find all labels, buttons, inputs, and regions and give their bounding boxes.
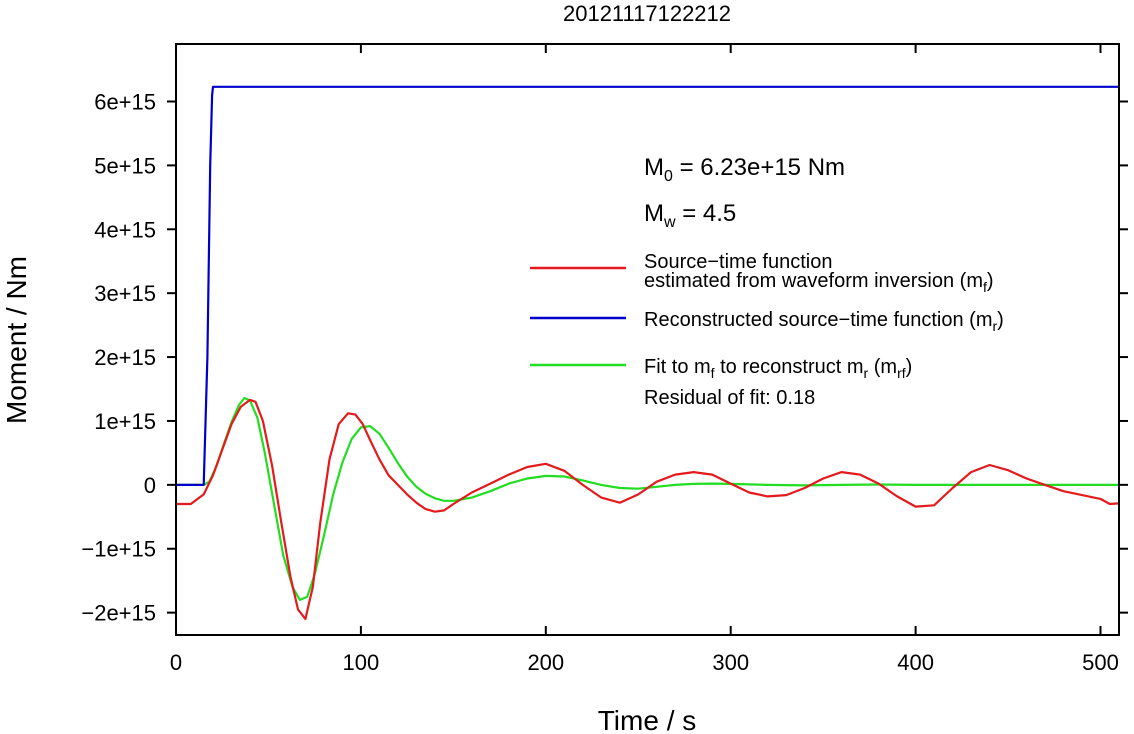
legend-text-segment: ) <box>987 270 994 292</box>
m0-symbol: M <box>644 154 664 181</box>
m0-annotation: M0 = 6.23e+15 Nm <box>644 154 845 185</box>
mw-annotation: Mw = 4.5 <box>644 200 736 231</box>
legend-subscript: f <box>983 279 987 295</box>
series-line-blue <box>176 85 1119 486</box>
y-tick-label: 1e+15 <box>94 409 156 434</box>
y-tick-label: 5e+15 <box>94 153 156 178</box>
legend-text-segment: ) <box>906 356 913 378</box>
legend-subscript: rf <box>897 365 906 381</box>
y-tick-label: 6e+15 <box>94 90 156 115</box>
x-tick-label: 500 <box>1082 650 1119 675</box>
residual-annotation: Residual of fit: 0.18 <box>644 387 815 409</box>
m0-subscript: 0 <box>664 168 673 185</box>
mw-symbol: M <box>644 200 664 227</box>
legend-subscript: r <box>993 318 998 334</box>
annotations: M0 = 6.23e+15 Nm Mw = 4.5 Residual of fi… <box>644 154 845 409</box>
legend-label-red: estimated from waveform inversion (mf) <box>644 270 994 295</box>
y-tick-label: 4e+15 <box>94 217 156 242</box>
y-tick-label: 0 <box>144 473 156 498</box>
legend-label-blue: Reconstructed source−time function (mr) <box>644 309 1004 334</box>
legend-text-segment: Reconstructed source−time function (m <box>644 309 993 331</box>
legend-text-segment: ) <box>997 309 1004 331</box>
x-tick-label: 100 <box>343 650 380 675</box>
x-tick-label: 300 <box>712 650 749 675</box>
x-axis-title: Time / s <box>598 705 697 734</box>
plot-frame <box>175 43 1120 636</box>
axis-ticks: 0 100 200 300 400 500 −2e+15 −1e+15 0 1e+15 2e+15 3… <box>81 44 1128 675</box>
y-tick-label: 3e+15 <box>94 281 156 306</box>
legend-subscript: r <box>864 365 869 381</box>
legend-text-segment: estimated from waveform inversion (m <box>644 270 983 292</box>
legend-text-segment: Source−time function <box>644 251 832 273</box>
mw-value: = 4.5 <box>676 200 737 227</box>
legend-subscript: f <box>711 365 715 381</box>
series-line-green <box>176 396 1119 602</box>
series-layer <box>176 85 1120 621</box>
m0-value: = 6.23e+15 Nm <box>673 154 845 181</box>
y-axis-title: Moment / Nm <box>1 256 32 424</box>
legend-label-red: Source−time function <box>644 251 832 273</box>
legend-text-segment: (m <box>868 356 897 378</box>
legend-label-green: Fit to mf to reconstruct mr (mrf) <box>644 356 912 381</box>
legend-text-segment: Fit to m <box>644 356 711 378</box>
legend-text-segment: to reconstruct m <box>715 356 864 378</box>
y-tick-label: −1e+15 <box>81 537 156 562</box>
x-tick-label: 400 <box>897 650 934 675</box>
y-tick-label: −2e+15 <box>81 601 156 626</box>
chart-title: 20121117122212 <box>563 1 731 26</box>
series-line-red <box>176 398 1120 621</box>
y-tick-label: 2e+15 <box>94 345 156 370</box>
mw-subscript: w <box>663 214 676 231</box>
x-tick-label: 200 <box>527 650 564 675</box>
x-tick-label: 0 <box>170 650 182 675</box>
